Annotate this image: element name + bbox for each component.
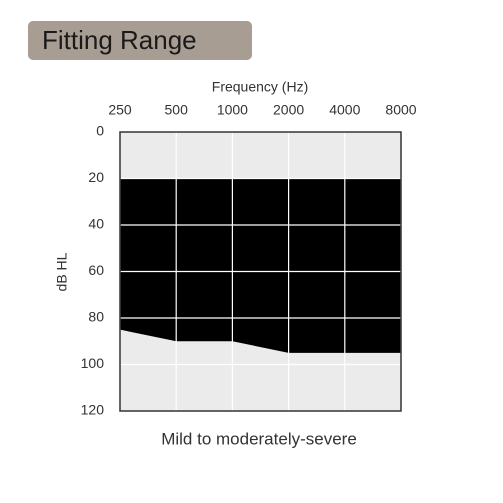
plot-border <box>119 131 402 412</box>
x-tick-label: 500 <box>165 102 189 118</box>
x-tick-label: 250 <box>108 102 132 118</box>
y-tick-label: 20 <box>88 169 104 185</box>
header: Fitting Range <box>28 21 252 60</box>
y-axis-label: dB HL <box>54 252 70 291</box>
x-tick-label: 1000 <box>217 102 248 118</box>
x-axis-label: Frequency (Hz) <box>212 79 308 95</box>
y-tick-label: 120 <box>81 402 105 418</box>
fitting-range <box>120 178 401 353</box>
y-tick-label: 80 <box>88 309 104 325</box>
x-tick-label: 2000 <box>273 102 304 118</box>
header-title: Fitting Range <box>42 25 197 55</box>
x-tick-label: 8000 <box>385 102 416 118</box>
x-tick-label: 4000 <box>329 102 360 118</box>
y-tick-label: 60 <box>88 262 104 278</box>
y-tick-label: 0 <box>96 123 104 139</box>
caption: Mild to moderately-severe <box>161 429 357 448</box>
y-tick-label: 40 <box>88 216 104 232</box>
y-tick-label: 100 <box>81 355 105 371</box>
